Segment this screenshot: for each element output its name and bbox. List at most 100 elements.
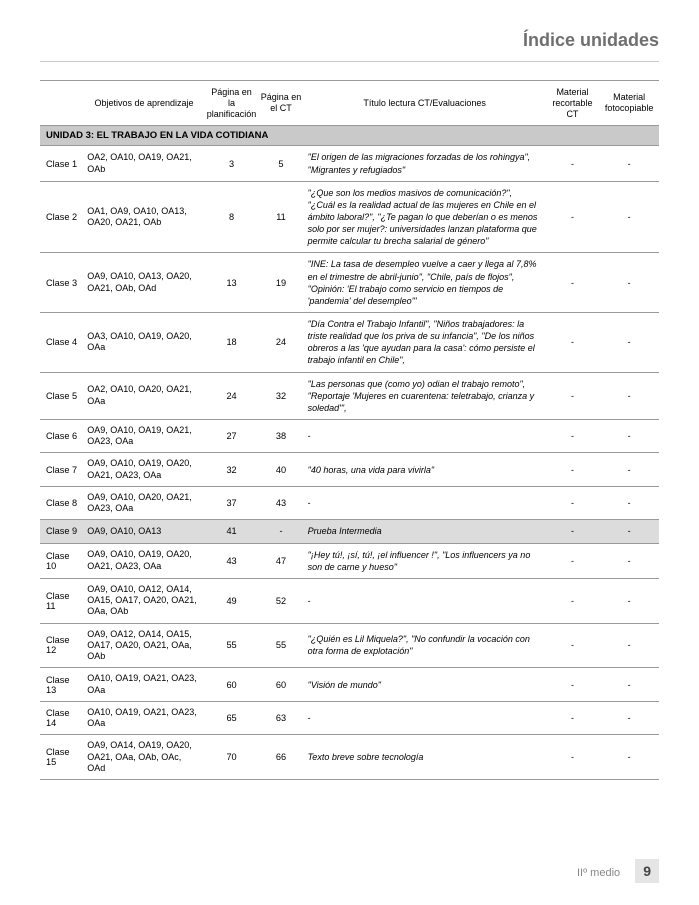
oa-cell: OA10, OA19, OA21, OA23, OAa bbox=[83, 668, 205, 702]
pagina-ct-cell: 32 bbox=[258, 372, 303, 419]
clase-cell: Clase 12 bbox=[40, 623, 83, 668]
pagina-plan-cell: 8 bbox=[205, 181, 259, 253]
page-footer: IIº medio 9 bbox=[577, 859, 659, 883]
titulo-cell: "Día Contra el Trabajo Infantil", "Niños… bbox=[304, 312, 546, 372]
pagina-ct-cell: - bbox=[258, 520, 303, 543]
titulo-cell: Texto breve sobre tecnología bbox=[304, 735, 546, 780]
material-foto-cell: - bbox=[599, 253, 659, 313]
pagina-ct-cell: 60 bbox=[258, 668, 303, 702]
pagina-plan-cell: 32 bbox=[205, 453, 259, 487]
oa-cell: OA9, OA10, OA19, OA20, OA21, OA23, OAa bbox=[83, 453, 205, 487]
pagina-plan-cell: 13 bbox=[205, 253, 259, 313]
pagina-plan-cell: 70 bbox=[205, 735, 259, 780]
pagina-ct-cell: 43 bbox=[258, 486, 303, 520]
clase-cell: Clase 2 bbox=[40, 181, 83, 253]
material-foto-cell: - bbox=[599, 578, 659, 623]
clase-cell: Clase 8 bbox=[40, 486, 83, 520]
material-rec-cell: - bbox=[546, 543, 600, 578]
col-pagina-ct: Página en el CT bbox=[258, 81, 303, 126]
table-row: Clase 9OA9, OA10, OA1341-Prueba Intermed… bbox=[40, 520, 659, 543]
material-foto-cell: - bbox=[599, 701, 659, 735]
material-foto-cell: - bbox=[599, 146, 659, 181]
material-foto-cell: - bbox=[599, 520, 659, 543]
oa-cell: OA9, OA10, OA19, OA21, OA23, OAa bbox=[83, 419, 205, 453]
table-row: Clase 10OA9, OA10, OA19, OA20, OA21, OA2… bbox=[40, 543, 659, 578]
table-row: Clase 3OA9, OA10, OA13, OA20, OA21, OAb,… bbox=[40, 253, 659, 313]
pagina-plan-cell: 43 bbox=[205, 543, 259, 578]
material-rec-cell: - bbox=[546, 520, 600, 543]
material-foto-cell: - bbox=[599, 419, 659, 453]
titulo-cell: "Las personas que (como yo) odian el tra… bbox=[304, 372, 546, 419]
material-rec-cell: - bbox=[546, 668, 600, 702]
clase-cell: Clase 15 bbox=[40, 735, 83, 780]
material-rec-cell: - bbox=[546, 253, 600, 313]
material-rec-cell: - bbox=[546, 312, 600, 372]
pagina-ct-cell: 11 bbox=[258, 181, 303, 253]
clase-cell: Clase 7 bbox=[40, 453, 83, 487]
clase-cell: Clase 10 bbox=[40, 543, 83, 578]
pagina-plan-cell: 41 bbox=[205, 520, 259, 543]
clase-cell: Clase 1 bbox=[40, 146, 83, 181]
oa-cell: OA3, OA10, OA19, OA20, OAa bbox=[83, 312, 205, 372]
titulo-cell: "¡Hey tú!, ¡sí, tú!, ¡el influencer !", … bbox=[304, 543, 546, 578]
material-foto-cell: - bbox=[599, 668, 659, 702]
material-rec-cell: - bbox=[546, 419, 600, 453]
material-foto-cell: - bbox=[599, 181, 659, 253]
table-row: Clase 11OA9, OA10, OA12, OA14, OA15, OA1… bbox=[40, 578, 659, 623]
pagina-plan-cell: 37 bbox=[205, 486, 259, 520]
table-row: Clase 15OA9, OA14, OA19, OA20, OA21, OAa… bbox=[40, 735, 659, 780]
oa-cell: OA9, OA12, OA14, OA15, OA17, OA20, OA21,… bbox=[83, 623, 205, 668]
material-foto-cell: - bbox=[599, 623, 659, 668]
titulo-cell: - bbox=[304, 701, 546, 735]
material-rec-cell: - bbox=[546, 181, 600, 253]
oa-cell: OA9, OA10, OA12, OA14, OA15, OA17, OA20,… bbox=[83, 578, 205, 623]
material-foto-cell: - bbox=[599, 735, 659, 780]
table-row: Clase 14OA10, OA19, OA21, OA23, OAa6563-… bbox=[40, 701, 659, 735]
pagina-plan-cell: 49 bbox=[205, 578, 259, 623]
pagina-ct-cell: 5 bbox=[258, 146, 303, 181]
pagina-ct-cell: 63 bbox=[258, 701, 303, 735]
pagina-plan-cell: 18 bbox=[205, 312, 259, 372]
table-row: Clase 5OA2, OA10, OA20, OA21, OAa2432"La… bbox=[40, 372, 659, 419]
table-header-row: Objetivos de aprendizaje Página en la pl… bbox=[40, 81, 659, 126]
material-foto-cell: - bbox=[599, 312, 659, 372]
titulo-cell: "INE: La tasa de desempleo vuelve a caer… bbox=[304, 253, 546, 313]
titulo-cell: Prueba Intermedia bbox=[304, 520, 546, 543]
clase-cell: Clase 3 bbox=[40, 253, 83, 313]
unit-label: UNIDAD 3: EL TRABAJO EN LA VIDA COTIDIAN… bbox=[40, 126, 659, 146]
pagina-plan-cell: 27 bbox=[205, 419, 259, 453]
table-row: Clase 13OA10, OA19, OA21, OA23, OAa6060"… bbox=[40, 668, 659, 702]
clase-cell: Clase 14 bbox=[40, 701, 83, 735]
titulo-cell: "¿Que son los medios masivos de comunica… bbox=[304, 181, 546, 253]
pagina-plan-cell: 3 bbox=[205, 146, 259, 181]
pagina-ct-cell: 66 bbox=[258, 735, 303, 780]
titulo-cell: "¿Quién es Lil Miquela?", "No confundir … bbox=[304, 623, 546, 668]
table-row: Clase 7OA9, OA10, OA19, OA20, OA21, OA23… bbox=[40, 453, 659, 487]
material-foto-cell: - bbox=[599, 543, 659, 578]
titulo-cell: - bbox=[304, 486, 546, 520]
titulo-cell: "Visión de mundo" bbox=[304, 668, 546, 702]
clase-cell: Clase 4 bbox=[40, 312, 83, 372]
oa-cell: OA2, OA10, OA19, OA21, OAb bbox=[83, 146, 205, 181]
material-rec-cell: - bbox=[546, 735, 600, 780]
clase-cell: Clase 13 bbox=[40, 668, 83, 702]
material-foto-cell: - bbox=[599, 486, 659, 520]
table-row: Clase 12OA9, OA12, OA14, OA15, OA17, OA2… bbox=[40, 623, 659, 668]
pagina-plan-cell: 60 bbox=[205, 668, 259, 702]
page-number: 9 bbox=[635, 859, 659, 883]
oa-cell: OA9, OA14, OA19, OA20, OA21, OAa, OAb, O… bbox=[83, 735, 205, 780]
col-material-foto: Material fotocopiable bbox=[599, 81, 659, 126]
titulo-cell: "40 horas, una vida para vivirla" bbox=[304, 453, 546, 487]
pagina-plan-cell: 24 bbox=[205, 372, 259, 419]
page-header: Índice unidades bbox=[40, 0, 659, 62]
pagina-ct-cell: 40 bbox=[258, 453, 303, 487]
index-table: Objetivos de aprendizaje Página en la pl… bbox=[40, 80, 659, 780]
material-foto-cell: - bbox=[599, 372, 659, 419]
material-foto-cell: - bbox=[599, 453, 659, 487]
material-rec-cell: - bbox=[546, 453, 600, 487]
table-row: Clase 2OA1, OA9, OA10, OA13, OA20, OA21,… bbox=[40, 181, 659, 253]
oa-cell: OA9, OA10, OA13, OA20, OA21, OAb, OAd bbox=[83, 253, 205, 313]
table-row: Clase 1OA2, OA10, OA19, OA21, OAb35"El o… bbox=[40, 146, 659, 181]
table-row: Clase 4OA3, OA10, OA19, OA20, OAa1824"Dí… bbox=[40, 312, 659, 372]
pagina-ct-cell: 52 bbox=[258, 578, 303, 623]
